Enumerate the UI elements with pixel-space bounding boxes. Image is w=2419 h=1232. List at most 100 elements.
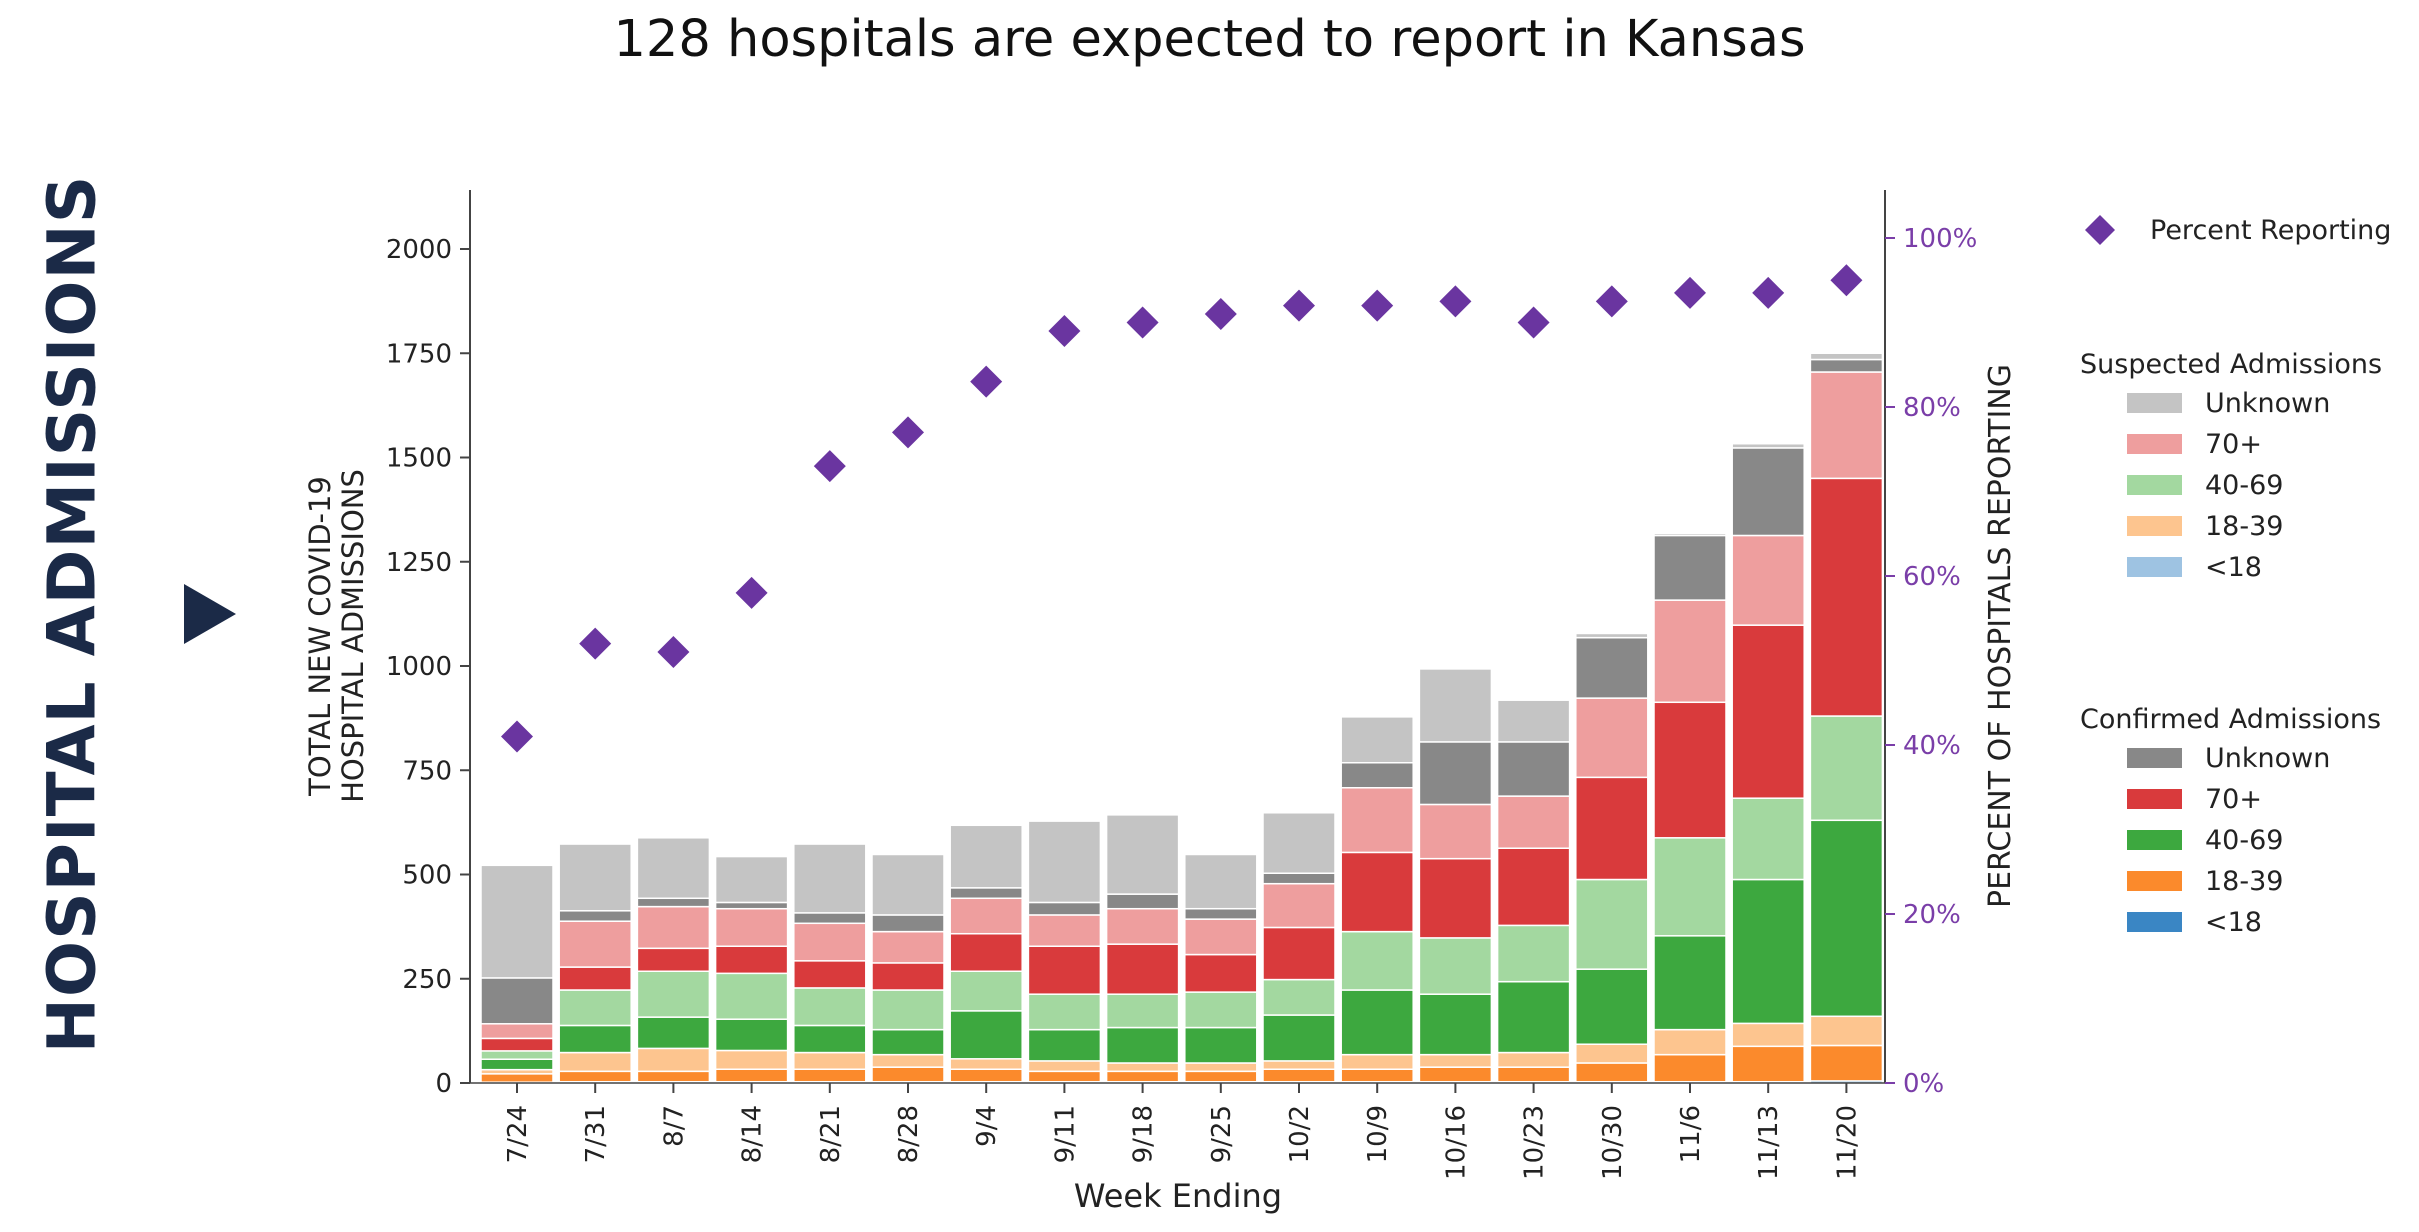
legend-percent-label: Percent Reporting <box>2150 215 2391 246</box>
legend-swatch-confirmed <box>2127 912 2182 932</box>
bar-segment-confirmed-40-69 <box>1731 878 1805 1025</box>
bar-segment-suspected-70- <box>636 905 711 950</box>
percent-reporting-point <box>657 636 690 669</box>
x-tick-label: 10/16 <box>1441 1105 1471 1180</box>
y-tick-label: 2000 <box>386 235 452 265</box>
page-title: 128 hospitals are expected to report in … <box>613 10 1806 69</box>
bar-segment-suspected-70- <box>949 897 1023 935</box>
bar-segment-suspected-40-69 <box>1184 991 1258 1029</box>
bar-segment-confirmed-unknown <box>1809 358 1884 373</box>
bar-segment-suspected-70- <box>1731 534 1805 626</box>
bar-segment-confirmed-40-69 <box>871 1028 945 1056</box>
legend-title-confirmed: Confirmed Admissions <box>2080 704 2381 735</box>
bar-segment-confirmed-40-69 <box>1809 819 1884 1018</box>
bar-segment-suspected-unknown <box>714 855 789 904</box>
x-tick-label: 9/25 <box>1207 1105 1237 1163</box>
legend-swatch-suspected <box>2127 557 2182 577</box>
bar-segment-confirmed-unknown <box>1653 534 1727 601</box>
bar-segment-confirmed-unknown <box>871 914 945 933</box>
y-tick-label: 1750 <box>386 339 452 369</box>
bar-segment-suspected-70- <box>1105 907 1180 945</box>
bar-segment-confirmed-70- <box>1496 847 1571 927</box>
bar-segment-confirmed-18-39 <box>480 1073 554 1083</box>
bar-segment-confirmed-18-39 <box>793 1068 867 1083</box>
bar-segment-confirmed-40-69 <box>1184 1026 1258 1064</box>
bar-segment-confirmed-40-69 <box>1496 980 1571 1054</box>
legend-label-suspected: 18-39 <box>2205 511 2283 542</box>
y2-tick-label: 100% <box>1903 224 1977 254</box>
bar-segment-suspected-40-69 <box>793 987 867 1027</box>
bar-segment-suspected-70- <box>1418 803 1493 860</box>
bar-segment-suspected-unknown <box>793 843 867 914</box>
bar-segment-suspected-unknown <box>480 864 554 979</box>
bar-segment-suspected-18-39 <box>1575 1043 1649 1064</box>
legend-swatch-suspected <box>2127 434 2182 454</box>
bar-segment-confirmed-18-39 <box>558 1070 632 1083</box>
percent-reporting-point <box>1048 314 1081 347</box>
legend-label-confirmed: <18 <box>2205 907 2262 938</box>
bar-segment-confirmed-18-39 <box>1731 1045 1805 1083</box>
bar-segment-confirmed-18-39 <box>1809 1044 1884 1082</box>
y-tick-label: 1250 <box>386 548 452 578</box>
bar-segment-suspected-18-39 <box>793 1051 867 1070</box>
bar-segment-confirmed-40-69 <box>949 1010 1023 1060</box>
bar-segment-confirmed-70- <box>480 1037 554 1052</box>
bar-segment-confirmed-unknown <box>949 887 1023 900</box>
bar-segment-confirmed-70- <box>1809 477 1884 717</box>
bar-segment-suspected-40-69 <box>636 970 711 1018</box>
bar-segment-suspected-unknown <box>949 824 1023 889</box>
percent-reporting-point <box>970 365 1003 398</box>
bar-segment-confirmed-70- <box>1653 701 1727 839</box>
bar-segment-confirmed-70- <box>1340 851 1414 933</box>
legend-swatch-confirmed <box>2127 789 2182 809</box>
bar-segment-suspected-18-39 <box>1340 1053 1414 1070</box>
legend-swatch-suspected <box>2127 393 2182 413</box>
bar-segment-confirmed-40-69 <box>636 1016 711 1050</box>
bar-segment-confirmed-unknown <box>793 912 867 925</box>
legend-swatch-confirmed <box>2127 830 2182 850</box>
bar-segment-suspected-40-69 <box>1262 978 1336 1016</box>
bar-segment-confirmed-40-69 <box>1418 993 1493 1056</box>
y-axis-label-line: HOSPITAL ADMISSIONS <box>336 469 370 803</box>
bar-segment-suspected-unknown <box>1653 532 1727 537</box>
bar-segment-confirmed-40-69 <box>1262 1014 1336 1062</box>
bar-segment-confirmed-40-69 <box>1105 1026 1180 1064</box>
y-tick-label: 1500 <box>386 444 452 474</box>
percent-reporting-point <box>579 627 612 660</box>
x-tick-label: 11/6 <box>1676 1105 1706 1163</box>
bar-segment-confirmed-70- <box>1105 943 1180 995</box>
bar-segment-suspected-unknown <box>1496 699 1571 743</box>
bar-segment-suspected-40-69 <box>558 989 632 1027</box>
bar-segment-suspected-18-39 <box>1105 1062 1180 1073</box>
bar-segment-suspected-unknown <box>1731 442 1805 449</box>
bar-segment-confirmed-unknown <box>1496 741 1571 797</box>
legend-label-confirmed: 40-69 <box>2205 825 2283 856</box>
bar-segment-suspected-18-39 <box>1184 1062 1258 1073</box>
bar-segment-suspected-70- <box>1340 787 1414 854</box>
bar-segment-confirmed-18-39 <box>1418 1066 1493 1083</box>
bar-segment-confirmed-70- <box>714 945 789 975</box>
legend-label-confirmed: 70+ <box>2205 784 2262 815</box>
bar-segment-suspected-70- <box>1496 795 1571 849</box>
legend-label-confirmed: 18-39 <box>2205 866 2283 897</box>
section-arrow-icon <box>184 584 236 644</box>
bar-segment-confirmed-70- <box>1027 945 1102 995</box>
bar-segment-confirmed-18-39 <box>1653 1053 1727 1083</box>
bar-segment-suspected-18-39 <box>636 1047 711 1073</box>
bar-segment-confirmed-70- <box>1184 953 1258 993</box>
legend-swatch-suspected <box>2127 516 2182 536</box>
x-tick-label: 8/14 <box>738 1105 768 1163</box>
bar-segment-confirmed-18-39 <box>1340 1068 1414 1083</box>
bar-segment-confirmed-70- <box>949 932 1023 972</box>
bar-segment-suspected-40-69 <box>480 1050 554 1060</box>
bar-segment-suspected-70- <box>1653 599 1727 704</box>
percent-reporting-point <box>1204 298 1237 331</box>
y-tick-label: 1000 <box>386 652 452 682</box>
bar-segment-suspected-70- <box>1262 882 1336 929</box>
bar-segment-confirmed-40-69 <box>1027 1028 1102 1062</box>
y-tick-label: 0 <box>435 1069 452 1099</box>
bar-segment-confirmed-unknown <box>1105 893 1180 910</box>
percent-reporting-point <box>1283 289 1315 322</box>
bar-segment-confirmed-40-69 <box>793 1024 867 1054</box>
bar-segment-suspected-18-39 <box>558 1051 632 1073</box>
